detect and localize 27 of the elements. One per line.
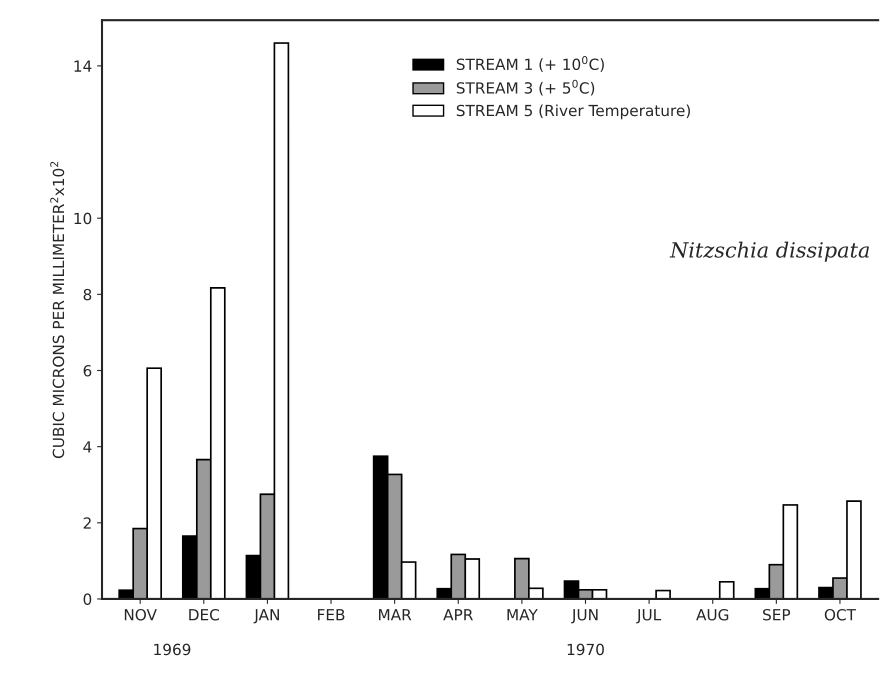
bar xyxy=(718,581,735,599)
y-tick-label: 4 xyxy=(83,441,92,452)
x-tick-label: JUL xyxy=(636,609,662,624)
text: 1969 xyxy=(154,644,190,656)
y-axis-title: CUBIC MICRONS PER MILLIMETER$^{2}$x10$^{2}$ xyxy=(50,162,64,458)
x-tick-label: FEB xyxy=(318,609,344,620)
x-tick-label: JAN xyxy=(254,609,279,624)
y-tick-label: 14 xyxy=(74,60,92,72)
legend-label: STREAM 3 (+ 5$^{0}$C) xyxy=(456,80,594,96)
y-tick-label: 0 xyxy=(84,593,92,605)
x-tick-label: SEP xyxy=(763,608,790,621)
annotation: Nitzschia dissipata xyxy=(670,242,869,262)
x-tick-label: NOV xyxy=(124,608,157,621)
x-tick-label: APR xyxy=(443,609,473,620)
x-tick-label: MAR xyxy=(379,609,412,620)
x-tick-label: JUN xyxy=(571,609,598,624)
legend-label: STREAM 1 (+ 10$^{0}$C) xyxy=(456,56,604,72)
text: 1970 xyxy=(568,644,604,656)
x-tick-label: OCT xyxy=(824,608,856,621)
x-tick-label: MAY xyxy=(507,609,538,620)
y-tick-label: 6 xyxy=(84,364,92,377)
y-tick-label: 10 xyxy=(74,212,92,224)
x-tick-label: DEC xyxy=(189,608,220,621)
y-tick-label: 2 xyxy=(84,517,91,529)
legend-label: STREAM 5 (River Temperature) xyxy=(456,104,690,120)
x-tick-label: AUG xyxy=(696,608,728,621)
y-tick-label: 8 xyxy=(84,288,92,300)
